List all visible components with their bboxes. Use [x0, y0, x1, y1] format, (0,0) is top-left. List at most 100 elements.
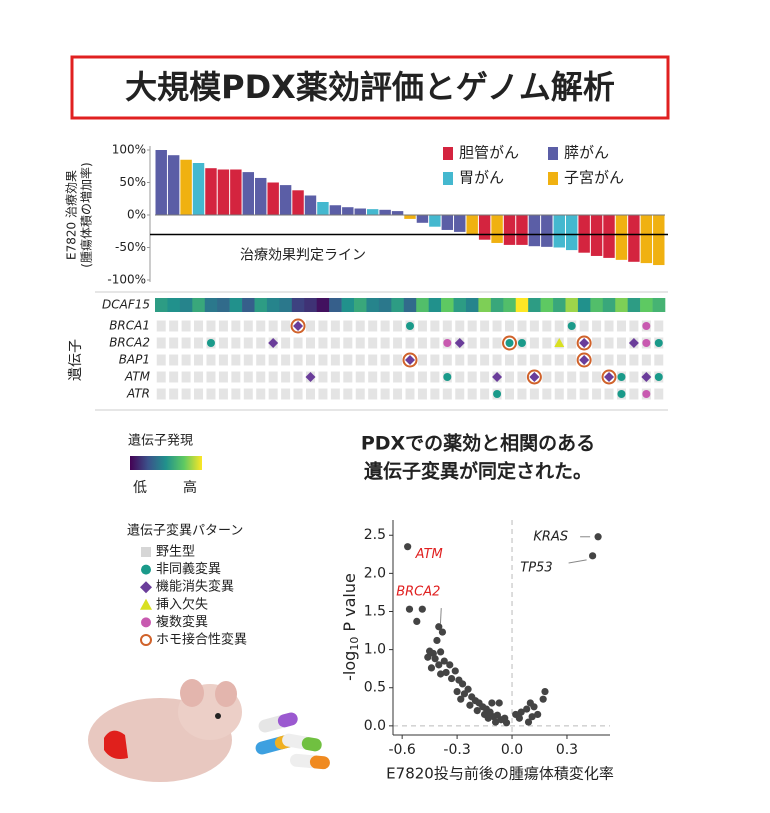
wildtype-cell — [368, 320, 378, 332]
wildtype-cell — [268, 320, 278, 332]
wildtype-cell — [330, 337, 340, 349]
wildtype-cell — [542, 371, 552, 383]
wildtype-cell — [368, 388, 378, 400]
y-tick-label: -50% — [115, 240, 146, 254]
bar — [441, 215, 454, 230]
point — [437, 648, 445, 656]
wildtype-cell — [579, 371, 589, 383]
legend-label: 複数変異 — [156, 614, 208, 630]
bar — [516, 215, 528, 245]
gene-label: BRCA2 — [109, 336, 150, 350]
wildtype-cell — [417, 354, 427, 366]
wildtype-cell — [467, 337, 477, 349]
expression-cell — [242, 298, 255, 312]
expression-cell — [291, 298, 305, 312]
point — [447, 674, 456, 683]
alteration-marker — [454, 338, 465, 348]
bar — [230, 169, 242, 215]
bar — [391, 211, 404, 215]
bar — [192, 163, 205, 215]
bar — [553, 215, 565, 248]
wildtype-cell — [206, 320, 216, 332]
wildtype-cell — [604, 388, 614, 400]
point — [440, 657, 448, 665]
wildtype-cell — [529, 320, 539, 332]
wildtype-cell — [592, 371, 602, 383]
legend-marker — [141, 564, 151, 575]
wildtype-cell — [256, 354, 266, 366]
wildtype-cell — [181, 320, 191, 332]
bar — [454, 215, 466, 232]
wildtype-cell — [505, 371, 515, 383]
wildtype-cell — [442, 354, 452, 366]
row-title: 遺伝子 — [68, 339, 84, 381]
legend-label: 非同義変異 — [156, 561, 221, 577]
wildtype-cell — [318, 388, 328, 400]
y-axis-label-part: -log — [340, 651, 359, 681]
wildtype-cell — [343, 320, 353, 332]
wildtype-cell — [654, 354, 664, 366]
wildtype-cell — [231, 337, 241, 349]
legend-label: 高 — [183, 479, 197, 496]
wildtype-cell — [231, 388, 241, 400]
alteration-marker — [642, 322, 651, 330]
wildtype-cell — [654, 388, 664, 400]
y-tick-label: 0.5 — [364, 680, 386, 696]
point — [484, 714, 492, 722]
finding-line: PDXでの薬効と相関のある — [361, 432, 595, 455]
wildtype-cell — [467, 354, 477, 366]
wildtype-cell — [505, 388, 515, 400]
expression-cell — [478, 298, 492, 312]
alteration-marker — [405, 355, 415, 365]
wildtype-cell — [169, 337, 179, 349]
legend-swatch — [443, 172, 453, 185]
point — [458, 680, 467, 688]
wildtype-cell — [629, 354, 639, 366]
y-tick-label: 100% — [112, 143, 146, 157]
point — [589, 552, 597, 560]
point — [418, 605, 426, 613]
expression-cell — [652, 298, 666, 312]
legend-marker — [141, 617, 151, 628]
wildtype-cell — [592, 320, 602, 332]
wildtype-cell — [231, 354, 241, 366]
bar — [603, 215, 615, 258]
wildtype-cell — [529, 337, 539, 349]
wildtype-cell — [467, 388, 477, 400]
wildtype-cell — [181, 337, 191, 349]
expression-cell — [602, 298, 616, 312]
wildtype-cell — [380, 337, 390, 349]
wildtype-cell — [218, 354, 228, 366]
wildtype-cell — [156, 388, 166, 400]
wildtype-cell — [256, 320, 266, 332]
legend-label: 胆管がん — [459, 144, 519, 162]
mouse-illustration — [88, 679, 242, 782]
gene-label: BAP1 — [119, 353, 150, 367]
expression-cell — [316, 298, 330, 312]
wildtype-cell — [417, 320, 427, 332]
wildtype-cell — [330, 388, 340, 400]
y-tick-label: 0% — [127, 208, 146, 222]
expression-cell — [204, 298, 218, 312]
expression-cell — [590, 298, 604, 312]
alteration-marker — [641, 372, 652, 382]
wildtype-cell — [554, 320, 564, 332]
wildtype-cell — [492, 320, 502, 332]
wildtype-cell — [542, 320, 552, 332]
bar — [379, 209, 391, 215]
wildtype-cell — [318, 320, 328, 332]
bar — [304, 195, 317, 215]
point — [424, 653, 432, 661]
wildtype-cell — [380, 354, 390, 366]
point — [464, 685, 472, 693]
wildtype-cell — [194, 320, 204, 332]
wildtype-cell — [417, 371, 427, 383]
wildtype-cell — [330, 320, 340, 332]
legend-swatch — [548, 147, 558, 160]
wildtype-cell — [455, 320, 465, 332]
wildtype-cell — [305, 337, 315, 349]
point — [524, 718, 533, 726]
expression-cell — [528, 298, 541, 312]
wildtype-cell — [380, 320, 390, 332]
wildtype-cell — [218, 337, 228, 349]
